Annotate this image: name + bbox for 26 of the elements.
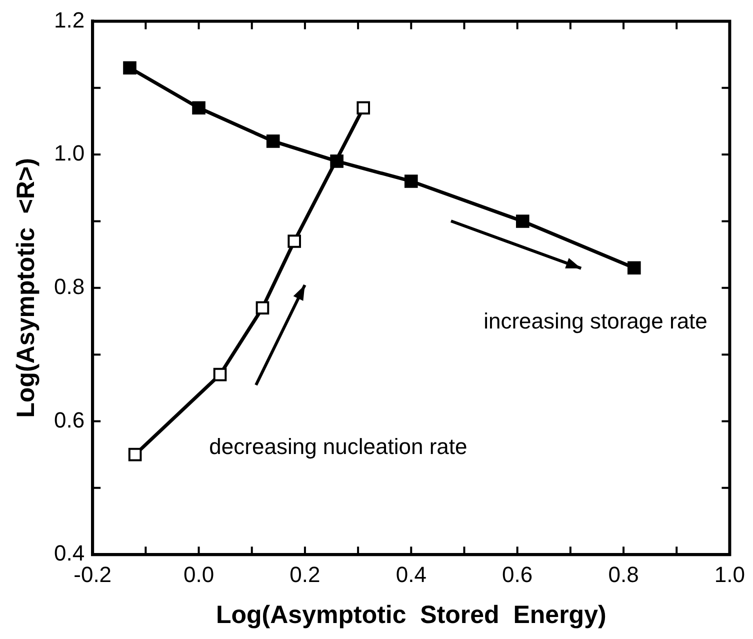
point xyxy=(266,134,280,148)
point xyxy=(330,154,344,168)
x-axis-title: Log(Asymptotic Stored Energy) xyxy=(216,600,606,629)
x-tick-label: 0.8 xyxy=(608,562,639,587)
point xyxy=(356,101,370,115)
y-tick-label: 1.2 xyxy=(54,7,85,32)
point xyxy=(213,368,227,382)
annotation: decreasing nucleation rate xyxy=(209,434,468,459)
point xyxy=(192,101,206,115)
annotation: increasing storage rate xyxy=(484,308,708,334)
x-tick-label: 1.0 xyxy=(714,562,746,587)
x-tick-label: 0.0 xyxy=(183,562,214,587)
point xyxy=(404,174,418,188)
y-tick-label: 0.8 xyxy=(54,274,85,299)
x-tick-label: 0.2 xyxy=(290,562,320,587)
point xyxy=(128,448,142,462)
x-tick-label: 0.4 xyxy=(396,562,426,587)
point xyxy=(288,234,301,248)
point xyxy=(256,301,270,315)
point xyxy=(627,261,641,275)
point xyxy=(123,61,136,75)
x-tick-label: 0.6 xyxy=(502,562,533,587)
y-tick-label: 1.0 xyxy=(54,140,85,166)
point xyxy=(516,214,530,228)
y-tick-label: 0.6 xyxy=(54,407,85,432)
y-axis-title: Log(Asymptotic <R>) xyxy=(12,158,40,418)
